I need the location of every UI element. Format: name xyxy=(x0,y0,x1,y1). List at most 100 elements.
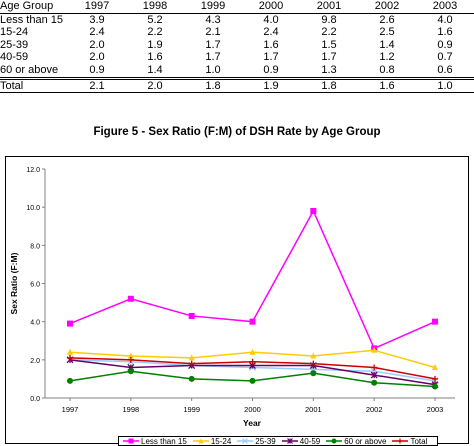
legend-swatch xyxy=(123,438,139,444)
legend-marker xyxy=(198,438,204,444)
x-tick-label: 2000 xyxy=(244,405,261,414)
legend-marker xyxy=(128,438,134,444)
data-point-15-24 xyxy=(67,348,73,355)
table-cell: 1.0 xyxy=(205,63,221,76)
legend-swatch xyxy=(326,438,343,444)
table-cell: 60 or above xyxy=(0,63,59,76)
data-point-60-or-above xyxy=(67,377,73,384)
table-cell: 9.8 xyxy=(321,13,337,26)
table-cell: 1.8 xyxy=(184,76,242,94)
data-point-15-24 xyxy=(249,348,256,355)
table-cell: 2.5 xyxy=(379,26,395,39)
data-point-60-or-above xyxy=(188,375,195,382)
table-cell: 0.8 xyxy=(379,63,395,76)
legend-item-40-59: 40-59 xyxy=(281,437,320,446)
y-tick-label: 10.0 xyxy=(26,205,40,212)
y-tick-label: 2.0 xyxy=(30,358,40,365)
data-point-total xyxy=(432,375,438,382)
legend-swatch xyxy=(392,438,409,444)
table-cell: 5.2 xyxy=(147,13,163,26)
data-point-15-24 xyxy=(432,363,438,370)
table-cell: 2.2 xyxy=(321,26,337,39)
data-point-total xyxy=(371,364,378,371)
table-header-cell: 1999 xyxy=(184,0,242,14)
data-point-less-than-15 xyxy=(188,312,195,319)
table-total-row: Total 2.1 2.0 1.8 1.9 1.8 1.6 1.0 xyxy=(0,76,474,94)
legend-item-15-24: 15-24 xyxy=(192,437,231,446)
table-cell: 0.9 xyxy=(89,63,105,76)
table-header-cell: 2003 xyxy=(416,0,474,14)
data-point-15-24 xyxy=(371,346,378,353)
data-point-less-than-15 xyxy=(67,320,73,327)
x-tick-label: 1997 xyxy=(62,405,79,414)
table-cell: 2.6 xyxy=(379,13,395,26)
table-cell: 1.2 xyxy=(379,51,395,64)
legend-label: Less than 15 xyxy=(141,436,187,446)
table-cell: 40-59 xyxy=(0,51,29,64)
data-point-15-24 xyxy=(310,352,317,359)
y-tick-label: 0.0 xyxy=(30,396,40,403)
table-cell: 1.4 xyxy=(379,38,395,51)
legend-label: 60 or above xyxy=(344,436,387,446)
data-point-less-than-15 xyxy=(310,207,317,214)
table-cell: Less than 15 xyxy=(0,13,63,26)
x-axis-label: Year xyxy=(243,418,262,428)
table-cell: 2.0 xyxy=(126,76,184,94)
table-row: Less than 15 3.9 5.2 4.3 4.0 9.8 2.6 4.0 xyxy=(0,13,474,26)
table-cell: 15-24 xyxy=(0,26,29,39)
data-point-60-or-above xyxy=(249,377,256,384)
data-point-60-or-above xyxy=(371,379,378,386)
data-point-15-24 xyxy=(188,354,195,361)
legend-item-25-39: 25-39 xyxy=(237,437,276,446)
table-cell: 2.0 xyxy=(89,51,105,64)
table-cell: 1.7 xyxy=(263,51,279,64)
table-header-cell: 2000 xyxy=(242,0,300,14)
legend-item-less-than-15: Less than 15 xyxy=(123,437,187,446)
data-point-total xyxy=(188,360,195,367)
table-cell: 1.7 xyxy=(205,51,221,64)
series-line-less-than-15 xyxy=(69,209,436,350)
table-cell: 25-39 xyxy=(0,38,29,51)
legend-label: Total xyxy=(410,436,428,446)
x-tick-label: 1998 xyxy=(122,405,139,414)
data-point-total xyxy=(249,358,256,365)
table-cell: 1.3 xyxy=(321,63,337,76)
x-tick-label: 2001 xyxy=(305,405,322,414)
table-cell: 2.1 xyxy=(68,76,126,94)
data-point-total xyxy=(310,360,317,367)
table-cell: 4.0 xyxy=(437,13,453,26)
table-cell: 2.0 xyxy=(89,38,105,51)
legend-swatch xyxy=(192,438,209,444)
y-tick-label: 6.0 xyxy=(30,282,40,289)
table-cell: 1.6 xyxy=(147,51,163,64)
table-row: 60 or above 0.9 1.4 1.0 0.9 1.3 0.8 0.6 xyxy=(0,64,474,78)
table-cell: 2.4 xyxy=(89,26,105,39)
data-point-total xyxy=(127,356,134,363)
table-cell: 3.9 xyxy=(89,13,105,26)
table-cell: 0.7 xyxy=(437,51,453,64)
table-cell: Total xyxy=(0,76,68,94)
data-point-less-than-15 xyxy=(432,318,438,325)
table-header-cell: 2001 xyxy=(300,0,358,14)
legend-item-total: Total xyxy=(392,437,427,446)
y-tick-label: 12.0 xyxy=(26,167,40,174)
table-row: 25-39 2.0 1.9 1.7 1.6 1.5 1.4 0.9 xyxy=(0,39,474,52)
y-axis-label: Sex Ratio (F:M) xyxy=(9,252,19,314)
table-cell: 1.4 xyxy=(147,63,163,76)
table-cell: 2.4 xyxy=(263,26,279,39)
table-header-cell: 1997 xyxy=(68,0,126,14)
table-cell: 1.8 xyxy=(300,76,358,94)
table-cell: 1.0 xyxy=(416,76,474,94)
data-point-less-than-15 xyxy=(127,295,134,302)
data-table: Age Group 1997 1998 1999 2000 2001 2002 … xyxy=(0,0,474,94)
table-cell: 1.7 xyxy=(205,38,221,51)
data-point-60-or-above xyxy=(432,383,438,390)
x-tick-label: 2003 xyxy=(427,405,444,414)
legend-swatch xyxy=(281,438,298,444)
table-cell: 0.9 xyxy=(437,38,453,51)
x-tick-label: 1999 xyxy=(183,405,200,414)
table-cell: 1.9 xyxy=(147,38,163,51)
data-point-60-or-above xyxy=(310,370,317,377)
table-cell: 0.9 xyxy=(263,63,279,76)
